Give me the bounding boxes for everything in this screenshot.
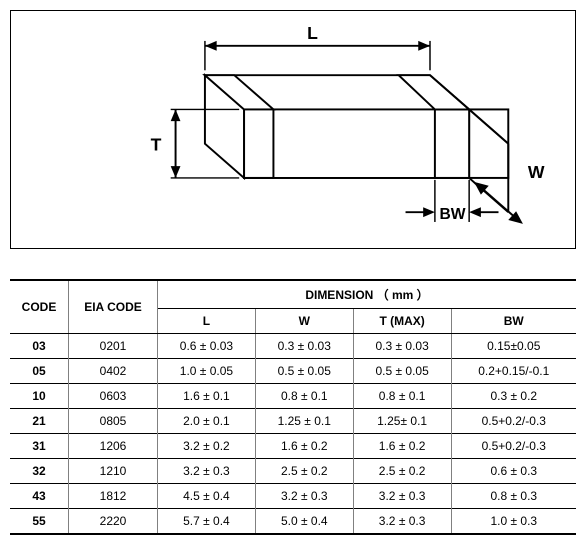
cell-T: 0.5 ± 0.05 — [353, 359, 451, 384]
cell-BW: 0.2+0.15/-0.1 — [451, 359, 576, 384]
cell-T: 0.3 ± 0.03 — [353, 334, 451, 359]
cell-code: 31 — [10, 434, 69, 459]
cell-eia: 0201 — [69, 334, 158, 359]
table-row: 1006031.6 ± 0.10.8 ± 0.10.8 ± 0.10.3 ± 0… — [10, 384, 576, 409]
cell-eia: 0603 — [69, 384, 158, 409]
cell-BW: 0.3 ± 0.2 — [451, 384, 576, 409]
cell-W: 0.5 ± 0.05 — [255, 359, 353, 384]
dimension-table: CODE EIA CODE DIMENSION （ mm ） L W T (MA… — [10, 279, 576, 535]
col-code: CODE — [10, 280, 69, 334]
cell-BW: 0.8 ± 0.3 — [451, 484, 576, 509]
cell-W: 0.3 ± 0.03 — [255, 334, 353, 359]
cell-eia: 0805 — [69, 409, 158, 434]
col-T: T (MAX) — [353, 309, 451, 334]
cell-W: 2.5 ± 0.2 — [255, 459, 353, 484]
col-W: W — [255, 309, 353, 334]
cell-T: 3.2 ± 0.3 — [353, 484, 451, 509]
cell-code: 10 — [10, 384, 69, 409]
table-body: 0302010.6 ± 0.030.3 ± 0.030.3 ± 0.030.15… — [10, 334, 576, 535]
table-row: 4318124.5 ± 0.43.2 ± 0.33.2 ± 0.30.8 ± 0… — [10, 484, 576, 509]
label-BW: BW — [439, 206, 465, 223]
component-diagram: L T W BW — [10, 10, 576, 249]
cell-BW: 0.5+0.2/-0.3 — [451, 434, 576, 459]
cell-code: 55 — [10, 509, 69, 535]
cell-T: 1.6 ± 0.2 — [353, 434, 451, 459]
cell-L: 1.6 ± 0.1 — [158, 384, 256, 409]
cell-T: 1.25± 0.1 — [353, 409, 451, 434]
cell-code: 32 — [10, 459, 69, 484]
table-row: 3112063.2 ± 0.21.6 ± 0.21.6 ± 0.20.5+0.2… — [10, 434, 576, 459]
cell-W: 1.6 ± 0.2 — [255, 434, 353, 459]
cell-W: 3.2 ± 0.3 — [255, 484, 353, 509]
cell-eia: 2220 — [69, 509, 158, 535]
cell-L: 5.7 ± 0.4 — [158, 509, 256, 535]
label-T: T — [151, 135, 162, 155]
col-BW: BW — [451, 309, 576, 334]
cell-eia: 0402 — [69, 359, 158, 384]
table-row: 2108052.0 ± 0.11.25 ± 0.11.25± 0.10.5+0.… — [10, 409, 576, 434]
cell-T: 2.5 ± 0.2 — [353, 459, 451, 484]
cell-W: 1.25 ± 0.1 — [255, 409, 353, 434]
cell-BW: 0.6 ± 0.3 — [451, 459, 576, 484]
cell-T: 3.2 ± 0.3 — [353, 509, 451, 535]
col-eia: EIA CODE — [69, 280, 158, 334]
label-W: W — [528, 162, 545, 182]
label-L: L — [307, 23, 318, 43]
cell-code: 05 — [10, 359, 69, 384]
cell-L: 3.2 ± 0.3 — [158, 459, 256, 484]
cell-code: 21 — [10, 409, 69, 434]
table-row: 0302010.6 ± 0.030.3 ± 0.030.3 ± 0.030.15… — [10, 334, 576, 359]
cell-BW: 0.15±0.05 — [451, 334, 576, 359]
cell-eia: 1812 — [69, 484, 158, 509]
cell-L: 2.0 ± 0.1 — [158, 409, 256, 434]
cell-BW: 1.0 ± 0.3 — [451, 509, 576, 535]
table-row: 3212103.2 ± 0.32.5 ± 0.22.5 ± 0.20.6 ± 0… — [10, 459, 576, 484]
cell-code: 03 — [10, 334, 69, 359]
table-row: 5522205.7 ± 0.45.0 ± 0.43.2 ± 0.31.0 ± 0… — [10, 509, 576, 535]
cell-L: 0.6 ± 0.03 — [158, 334, 256, 359]
cell-L: 4.5 ± 0.4 — [158, 484, 256, 509]
cell-W: 0.8 ± 0.1 — [255, 384, 353, 409]
cell-L: 3.2 ± 0.2 — [158, 434, 256, 459]
cell-L: 1.0 ± 0.05 — [158, 359, 256, 384]
chip-schematic: L T W BW — [19, 19, 567, 239]
cell-T: 0.8 ± 0.1 — [353, 384, 451, 409]
col-L: L — [158, 309, 256, 334]
col-dim-group: DIMENSION （ mm ） — [158, 280, 577, 309]
cell-BW: 0.5+0.2/-0.3 — [451, 409, 576, 434]
table-row: 0504021.0 ± 0.050.5 ± 0.050.5 ± 0.050.2+… — [10, 359, 576, 384]
cell-eia: 1206 — [69, 434, 158, 459]
cell-eia: 1210 — [69, 459, 158, 484]
cell-W: 5.0 ± 0.4 — [255, 509, 353, 535]
cell-code: 43 — [10, 484, 69, 509]
